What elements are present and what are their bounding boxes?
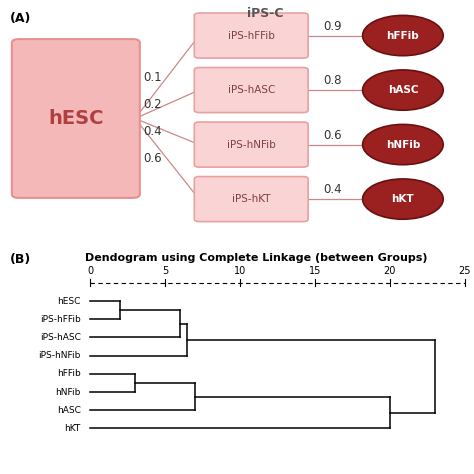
Text: hFFib: hFFib	[57, 369, 81, 378]
Text: hFFib: hFFib	[386, 30, 419, 41]
Text: hESC: hESC	[57, 297, 81, 306]
Text: 0.2: 0.2	[144, 98, 162, 111]
Text: iPS-hFFib: iPS-hFFib	[228, 30, 274, 41]
Text: hNFib: hNFib	[55, 388, 81, 397]
Text: 0.9: 0.9	[324, 19, 342, 33]
Text: 20: 20	[383, 266, 396, 276]
Text: 5: 5	[162, 266, 168, 276]
Text: iPS-hNFib: iPS-hNFib	[38, 351, 81, 360]
Text: 10: 10	[234, 266, 246, 276]
Text: hNFib: hNFib	[386, 139, 420, 150]
Text: 0.6: 0.6	[144, 152, 162, 165]
Text: 0: 0	[87, 266, 93, 276]
Text: 0.1: 0.1	[144, 71, 162, 83]
Text: iPS-hASC: iPS-hASC	[228, 85, 275, 95]
Circle shape	[363, 125, 443, 165]
Text: iPS-hASC: iPS-hASC	[40, 333, 81, 342]
Text: 0.4: 0.4	[144, 125, 162, 138]
Text: 25: 25	[458, 266, 471, 276]
Text: hKT: hKT	[392, 194, 414, 204]
Circle shape	[363, 179, 443, 219]
FancyBboxPatch shape	[194, 13, 308, 58]
Circle shape	[363, 70, 443, 110]
Text: 0.6: 0.6	[324, 128, 342, 142]
Text: iPS-hFFib: iPS-hFFib	[40, 315, 81, 324]
Text: 0.8: 0.8	[324, 74, 342, 87]
FancyBboxPatch shape	[194, 177, 308, 222]
Text: iPS-hKT: iPS-hKT	[232, 194, 271, 204]
FancyBboxPatch shape	[12, 39, 140, 198]
Text: (A): (A)	[9, 12, 31, 25]
Text: 15: 15	[309, 266, 321, 276]
FancyBboxPatch shape	[194, 67, 308, 113]
Text: iPS-hNFib: iPS-hNFib	[227, 139, 275, 150]
Text: Dendogram using Complete Linkage (between Groups): Dendogram using Complete Linkage (betwee…	[85, 253, 428, 263]
Text: iPS-C: iPS-C	[247, 7, 284, 20]
Text: hASC: hASC	[57, 406, 81, 415]
Text: (B): (B)	[9, 253, 31, 266]
Text: hASC: hASC	[388, 85, 418, 95]
Text: hESC: hESC	[48, 109, 104, 128]
FancyBboxPatch shape	[194, 122, 308, 167]
Text: 0.4: 0.4	[324, 183, 342, 196]
Circle shape	[363, 15, 443, 55]
Text: hKT: hKT	[64, 424, 81, 433]
